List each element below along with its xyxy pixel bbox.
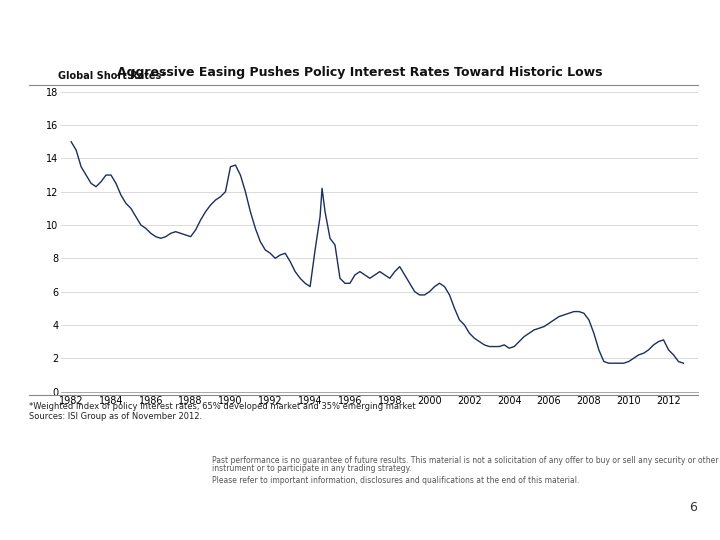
Text: Global Short Rates*: Global Short Rates* [58, 71, 166, 81]
Text: Please refer to important information, disclosures and qualifications at the end: Please refer to important information, d… [212, 476, 580, 485]
Text: Aggressive Easing Pushes Policy Interest Rates Toward Historic Lows: Aggressive Easing Pushes Policy Interest… [117, 66, 603, 79]
Text: *Weighted Index of policy Interest rates, 65% developed market and 35% emerging : *Weighted Index of policy Interest rates… [29, 402, 415, 411]
Text: Past performance is no guarantee of future results. This material is not a solic: Past performance is no guarantee of futu… [212, 456, 720, 465]
Text: 6: 6 [689, 501, 697, 514]
Text: instrument or to participate in any trading strategy.: instrument or to participate in any trad… [212, 464, 412, 474]
Text: Global Short Rates: Global Short Rates [16, 41, 236, 61]
Text: Sources: ISI Group as of November 2012.: Sources: ISI Group as of November 2012. [29, 412, 202, 421]
